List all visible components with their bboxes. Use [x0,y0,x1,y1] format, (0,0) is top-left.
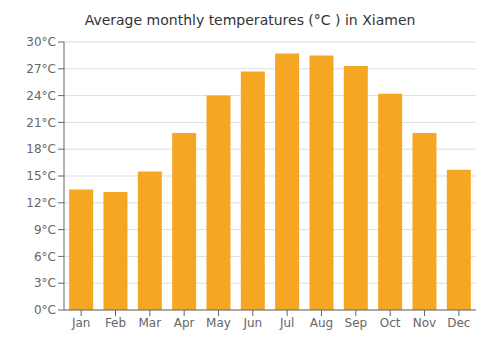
svg-text:27°C: 27°C [26,62,56,76]
svg-text:Jan: Jan [71,316,91,330]
svg-text:0°C: 0°C [34,303,56,317]
svg-text:Oct: Oct [380,316,401,330]
svg-text:Mar: Mar [139,316,162,330]
svg-text:Aug: Aug [310,316,333,330]
svg-text:Nov: Nov [413,316,436,330]
svg-text:12°C: 12°C [26,196,56,210]
svg-text:18°C: 18°C [26,142,56,156]
svg-text:30°C: 30°C [26,35,56,49]
svg-text:15°C: 15°C [26,169,56,183]
svg-text:21°C: 21°C [26,116,56,130]
svg-text:3°C: 3°C [34,276,56,290]
svg-text:24°C: 24°C [26,89,56,103]
html-text:Average monthly temperatures (: Average monthly temperatures (°C ) in Xi… [84,12,416,28]
svg-text:Sep: Sep [345,316,368,330]
svg-text:9°C: 9°C [34,223,56,237]
svg-text:Dec: Dec [447,316,470,330]
svg-text:Apr: Apr [174,316,195,330]
svg-text:Jun: Jun [242,316,262,330]
svg-text:Jul: Jul [279,316,294,330]
svg-text:6°C: 6°C [34,250,56,264]
svg-text:May: May [206,316,231,330]
svg-text:Feb: Feb [105,316,126,330]
